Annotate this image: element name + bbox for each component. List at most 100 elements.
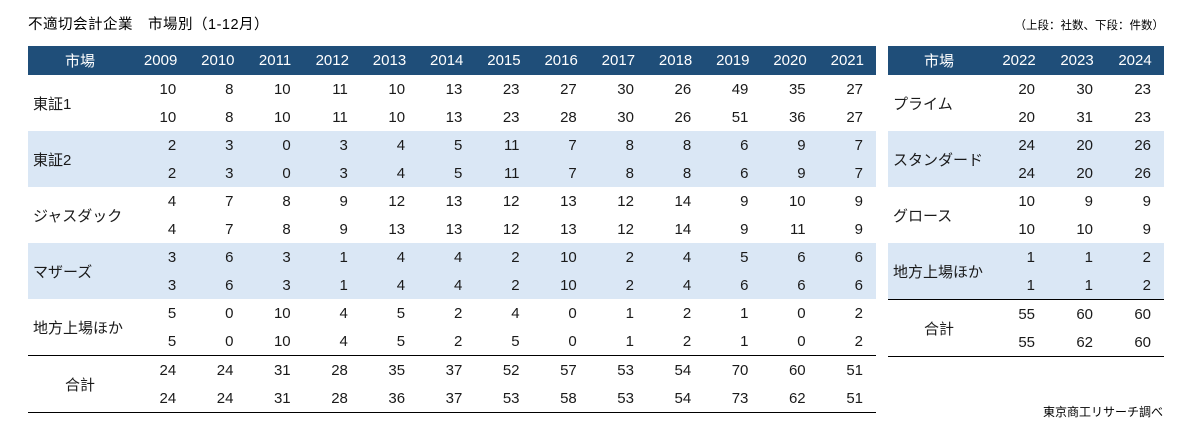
company-count-cell: 10 (388, 80, 406, 98)
company-count-cell: 2 (132, 131, 190, 159)
case-count-cell: 2 (1106, 271, 1164, 300)
case-count-cell: 12 (617, 220, 634, 238)
company-count-cell: 7 (225, 192, 234, 210)
case-count-cell: 28 (303, 384, 361, 413)
company-count-cell: 7 (532, 131, 590, 159)
company-count-cell: 7 (818, 131, 876, 159)
case-count-cell: 7 (532, 159, 590, 187)
year-column-header: 2013 (360, 46, 419, 75)
table-row: プライム 20 30 23 (888, 75, 1164, 113)
table-row: 24 20 26 (888, 159, 1164, 187)
case-count-cell: 51 (731, 108, 749, 126)
case-count-cell: 4 (360, 271, 419, 299)
case-count-cell: 10 (273, 108, 291, 126)
right-table: 市場 2022 2023 2024 プライム 20 30 23 20 31 23 スタンダード 24 20… (888, 46, 1164, 357)
year-column-header: 2020 (761, 46, 819, 75)
legend-note: （上段：社数、下段：件数） (1014, 20, 1165, 32)
case-count-cell: 10 (388, 108, 406, 126)
company-count-cell: 4 (418, 243, 476, 271)
case-count-cell: 8 (589, 159, 647, 187)
year-column-header: 2009 (132, 46, 190, 75)
company-count-cell: 49 (731, 80, 749, 98)
case-count-cell: 2 (854, 332, 863, 350)
company-count-cell: 1 (1048, 243, 1106, 271)
case-count-cell: 6 (704, 159, 762, 187)
table-row: 地方上場ほか 1 1 2 (888, 243, 1164, 300)
case-count-cell: 11 (332, 108, 348, 126)
company-count-cell: 24 (990, 131, 1048, 159)
case-count-cell: 2 (132, 159, 190, 187)
company-count-cell: 30 (617, 80, 634, 98)
case-count-cell: 13 (445, 108, 463, 126)
company-count-cell: 2 (854, 304, 863, 322)
case-count-cell: 55 (990, 328, 1048, 357)
company-count-cell: 27 (560, 80, 577, 98)
company-count-cell: 53 (589, 355, 647, 384)
table-row: 55 62 60 (888, 328, 1164, 357)
case-count-cell: 5 (511, 332, 520, 350)
company-count-cell: 24 (132, 355, 190, 384)
case-count-cell: 1 (740, 332, 749, 350)
company-count-cell: 55 (990, 299, 1048, 328)
company-count-cell: 8 (282, 192, 291, 210)
company-count-cell: 5 (418, 131, 476, 159)
case-count-cell: 11 (475, 159, 533, 187)
company-count-cell: 24 (189, 355, 247, 384)
case-count-cell: 54 (646, 384, 705, 413)
company-count-cell: 0 (797, 304, 806, 322)
company-count-cell: 10 (788, 192, 806, 210)
case-count-cell: 9 (740, 220, 749, 238)
year-column-header: 2010 (189, 46, 247, 75)
case-count-cell: 5 (418, 159, 476, 187)
company-count-cell: 8 (646, 131, 705, 159)
case-count-cell: 6 (818, 271, 876, 299)
company-count-cell: 23 (502, 80, 520, 98)
case-count-cell: 36 (788, 108, 806, 126)
company-count-cell: 13 (445, 80, 463, 98)
year-column-header: 2024 (1106, 46, 1164, 75)
case-count-cell: 4 (167, 220, 177, 238)
market-label: スタンダード (888, 131, 990, 187)
market-label: プライム (893, 95, 953, 113)
company-count-cell: 2 (453, 304, 463, 322)
year-column-header: 2021 (818, 46, 876, 75)
company-count-cell: 6 (761, 243, 819, 271)
company-count-cell: 9 (1142, 192, 1151, 210)
case-count-cell: 4 (339, 332, 348, 350)
company-count-cell: 3 (189, 131, 247, 159)
year-column-header: 2019 (704, 46, 762, 75)
case-count-cell: 26 (674, 108, 692, 126)
case-count-cell: 0 (568, 332, 577, 350)
company-count-cell: 2 (1106, 243, 1164, 271)
case-count-cell: 8 (282, 220, 291, 238)
company-count-cell: 3 (132, 243, 190, 271)
case-count-cell: 10 (1076, 220, 1093, 238)
case-count-cell: 60 (1106, 328, 1164, 357)
company-count-cell: 13 (445, 192, 463, 210)
case-count-cell: 10 (532, 271, 590, 299)
table-row: ジャスダック 4 7 8 9 12 13 12 13 12 14 9 10 9 (28, 187, 876, 225)
case-count-cell: 31 (1076, 108, 1093, 126)
company-count-cell: 60 (1106, 299, 1164, 328)
company-count-cell: 26 (674, 80, 692, 98)
market-label: 東証2 (28, 131, 132, 187)
company-count-cell: 52 (475, 355, 533, 384)
case-count-cell: 2 (682, 332, 692, 350)
table-row: 地方上場ほか 5 0 10 4 5 2 4 0 1 2 1 0 2 (28, 299, 876, 337)
company-count-cell: 54 (646, 355, 705, 384)
table-row: 4 7 8 9 13 13 12 13 12 14 9 11 9 (28, 215, 876, 243)
case-count-cell: 8 (225, 108, 234, 126)
case-count-cell: 9 (339, 220, 348, 238)
case-count-cell: 13 (388, 220, 406, 238)
company-count-cell: 31 (246, 355, 304, 384)
company-count-cell: 30 (1076, 80, 1093, 98)
case-count-cell: 9 (761, 159, 819, 187)
market-label: 東証1 (33, 95, 72, 113)
table-row: マザーズ 3 6 3 1 4 4 2 10 2 4 5 6 6 (28, 243, 876, 299)
case-count-cell: 31 (246, 384, 304, 413)
company-count-cell: 11 (475, 131, 533, 159)
table-row: スタンダード 24 20 26 (888, 131, 1164, 187)
case-count-cell: 20 (1048, 159, 1106, 187)
company-count-cell: 4 (360, 243, 419, 271)
market-label: ジャスダック (33, 207, 123, 225)
